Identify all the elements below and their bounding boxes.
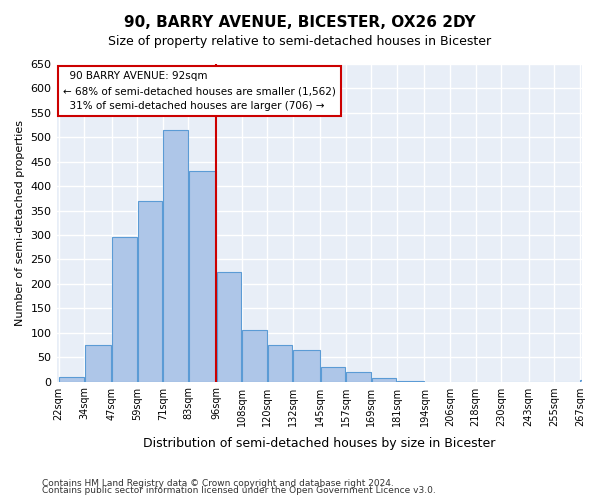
Bar [580,380,600,382]
Bar [321,367,345,382]
Y-axis label: Number of semi-detached properties: Number of semi-detached properties [15,120,25,326]
Text: Contains public sector information licensed under the Open Government Licence v3: Contains public sector information licen… [42,486,436,495]
Bar [293,350,320,382]
X-axis label: Distribution of semi-detached houses by size in Bicester: Distribution of semi-detached houses by … [143,437,496,450]
Text: Size of property relative to semi-detached houses in Bicester: Size of property relative to semi-detach… [109,35,491,48]
Text: Contains HM Land Registry data © Crown copyright and database right 2024.: Contains HM Land Registry data © Crown c… [42,478,394,488]
Bar [268,345,292,382]
Bar [372,378,397,382]
Text: 90, BARRY AVENUE, BICESTER, OX26 2DY: 90, BARRY AVENUE, BICESTER, OX26 2DY [124,15,476,30]
Bar [163,130,188,382]
Bar [138,201,163,382]
Bar [242,330,266,382]
Bar [59,376,83,382]
Bar [397,380,424,382]
Bar [85,345,112,382]
Bar [189,172,215,382]
Bar [217,272,241,382]
Bar [112,238,137,382]
Text: 90 BARRY AVENUE: 92sqm
← 68% of semi-detached houses are smaller (1,562)
  31% o: 90 BARRY AVENUE: 92sqm ← 68% of semi-det… [63,72,336,111]
Bar [346,372,371,382]
